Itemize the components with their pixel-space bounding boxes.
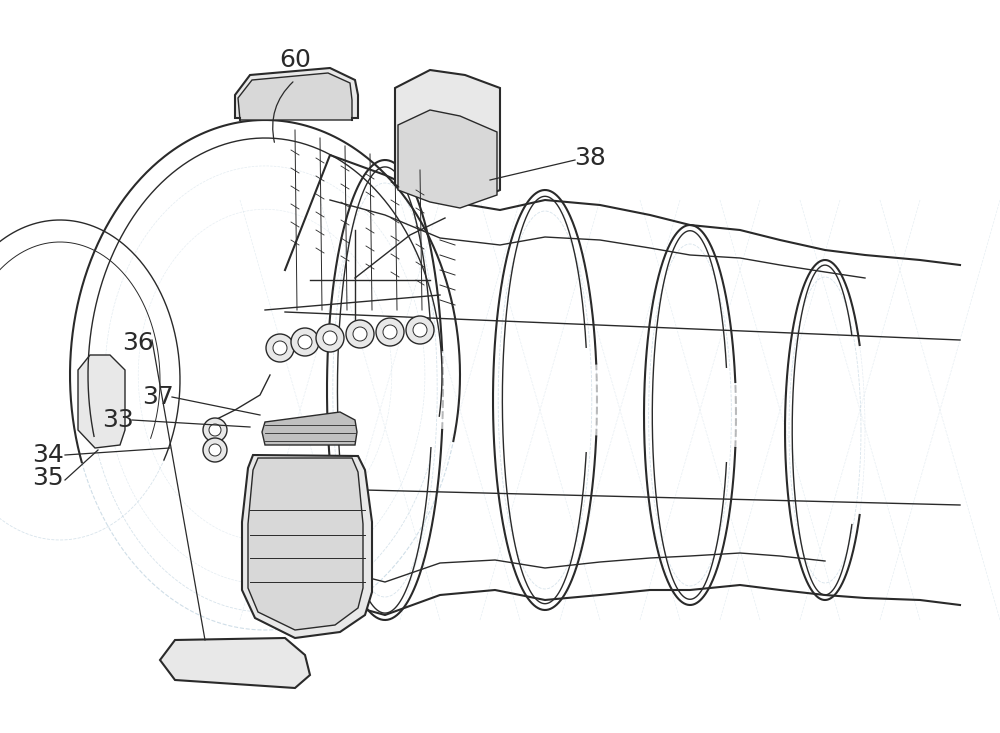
Text: 33: 33 [102, 408, 134, 432]
Polygon shape [160, 638, 310, 688]
Text: 60: 60 [279, 48, 311, 72]
Circle shape [203, 418, 227, 442]
Circle shape [413, 323, 427, 337]
Polygon shape [262, 412, 357, 445]
Circle shape [376, 318, 404, 346]
Circle shape [316, 324, 344, 352]
Circle shape [266, 334, 294, 362]
Polygon shape [235, 68, 358, 118]
Polygon shape [78, 355, 125, 448]
Text: 37: 37 [142, 385, 174, 409]
Circle shape [203, 438, 227, 462]
Text: 36: 36 [122, 331, 154, 355]
Polygon shape [242, 455, 372, 638]
Polygon shape [395, 70, 500, 205]
Circle shape [383, 325, 397, 339]
Circle shape [298, 335, 312, 349]
Text: 34: 34 [32, 443, 64, 467]
Circle shape [209, 444, 221, 456]
Polygon shape [398, 110, 497, 208]
Polygon shape [238, 73, 352, 120]
Circle shape [291, 328, 319, 356]
Circle shape [346, 320, 374, 348]
Circle shape [323, 331, 337, 345]
Text: 38: 38 [574, 146, 606, 170]
Circle shape [209, 424, 221, 436]
Circle shape [406, 316, 434, 344]
Circle shape [353, 327, 367, 341]
Text: 35: 35 [32, 466, 64, 490]
Circle shape [273, 341, 287, 355]
Polygon shape [248, 458, 363, 630]
